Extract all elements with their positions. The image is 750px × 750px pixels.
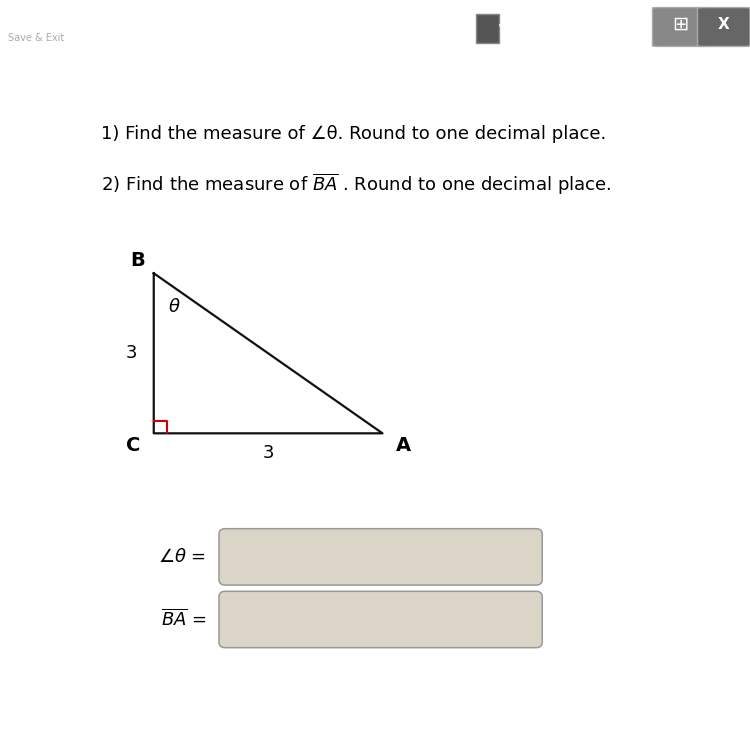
Text: B: B: [130, 251, 145, 270]
FancyBboxPatch shape: [219, 529, 542, 585]
Text: C: C: [125, 436, 140, 455]
Text: ⊞: ⊞: [672, 15, 688, 34]
FancyBboxPatch shape: [476, 13, 499, 44]
FancyBboxPatch shape: [652, 8, 709, 46]
Text: 1) Find the measure of ∠θ. Round to one decimal place.: 1) Find the measure of ∠θ. Round to one …: [101, 125, 607, 143]
Text: Save & Exit: Save & Exit: [8, 33, 64, 43]
Text: $\overline{BA}$ =: $\overline{BA}$ =: [160, 609, 206, 630]
Text: X: X: [718, 16, 730, 32]
Text: θ: θ: [169, 298, 179, 316]
Text: 2) Find the measure of $\overline{BA}$ . Round to one decimal place.: 2) Find the measure of $\overline{BA}$ .…: [101, 172, 611, 197]
Text: Flag: Flag: [518, 16, 550, 32]
Text: 3: 3: [125, 344, 137, 362]
FancyBboxPatch shape: [219, 591, 542, 648]
Text: ⌂: ⌂: [17, 10, 28, 28]
Text: ✓: ✓: [496, 17, 508, 32]
Text: A: A: [396, 436, 411, 455]
FancyBboxPatch shape: [698, 8, 750, 46]
Text: Question 5 of 15: Question 5 of 15: [306, 15, 444, 33]
Text: $\angle\theta$ =: $\angle\theta$ =: [158, 548, 206, 566]
Text: 3: 3: [262, 444, 274, 462]
